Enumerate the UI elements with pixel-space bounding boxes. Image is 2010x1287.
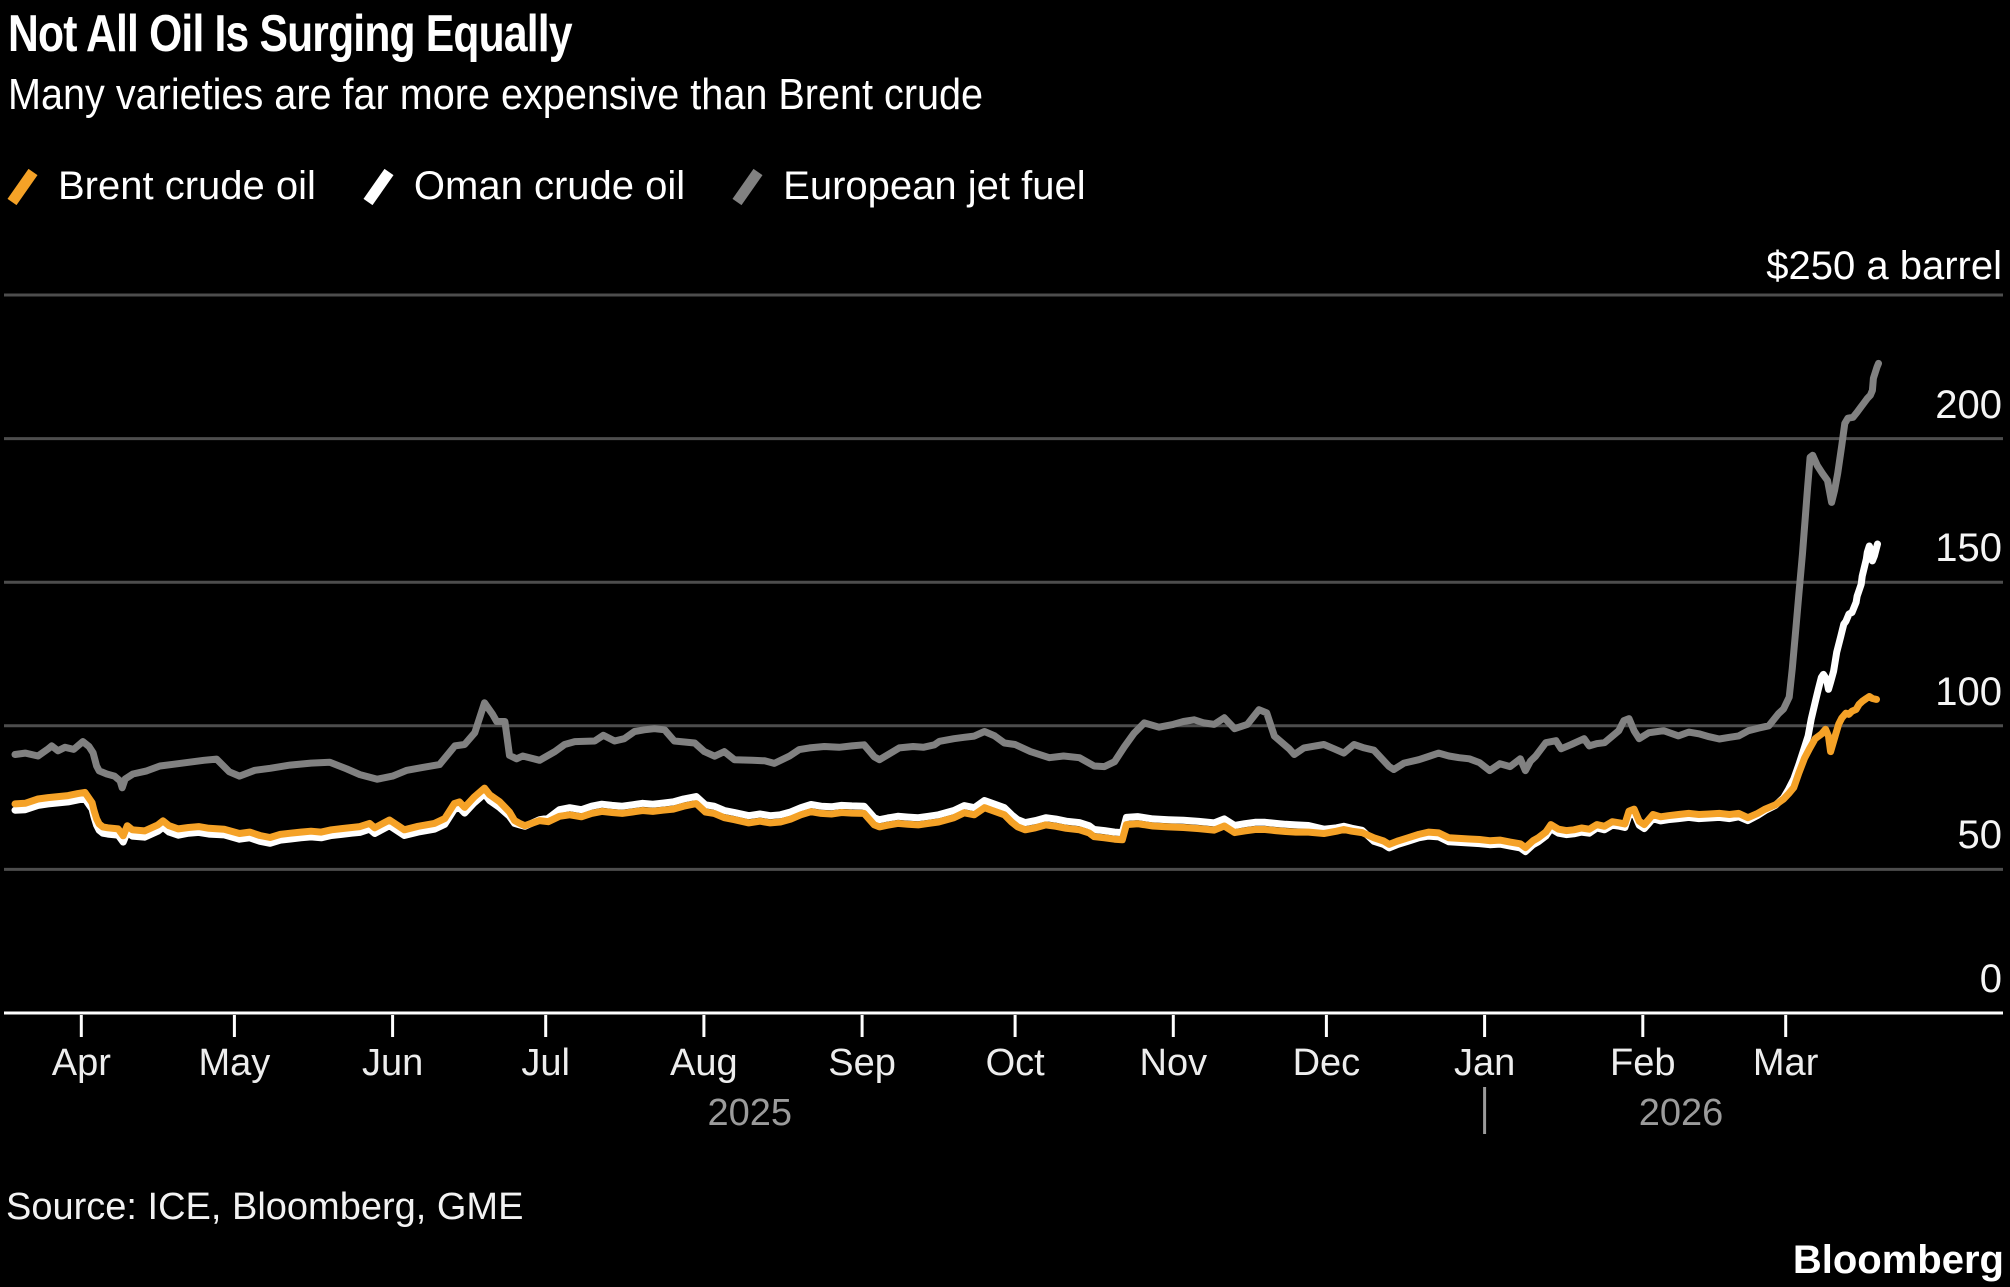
page-title: Not All Oil Is Surging Equally — [8, 5, 573, 63]
y-axis-label-150: 150 — [1935, 526, 2002, 571]
x-axis-label-Jun: Jun — [361, 1042, 424, 1084]
x-axis-label-Jan: Jan — [1453, 1042, 1516, 1084]
x-axis-label-Nov: Nov — [1139, 1042, 1208, 1084]
legend-label-oman: Oman crude oil — [413, 164, 686, 208]
x-axis-label-Feb: Feb — [1610, 1042, 1676, 1084]
x-axis-year-label-2026: 2026 — [1638, 1092, 1724, 1134]
legend-label-brent: Brent crude oil — [58, 164, 316, 208]
page-subtitle: Many varieties are far more expensive th… — [8, 70, 984, 119]
source-note: Source: ICE, Bloomberg, GME — [6, 1186, 524, 1228]
legend-item-brent: Brent crude oil — [6, 164, 316, 209]
oman-slash-icon — [363, 168, 394, 205]
x-axis-label-Sep: Sep — [828, 1042, 896, 1084]
y-axis-label-0: 0 — [1979, 957, 2002, 1001]
series-line-brent-crude-oil — [11, 693, 1880, 852]
legend-label-jet-fuel: European jet fuel — [783, 164, 1086, 208]
x-axis-label-Apr: Apr — [51, 1042, 111, 1084]
series-line-european-jet-fuel — [11, 359, 1882, 792]
x-axis-label-May: May — [198, 1042, 271, 1084]
bloomberg-logo: Bloomberg — [1792, 1238, 2004, 1282]
y-axis-label-50: 50 — [1957, 813, 2003, 858]
y-axis-label-100: 100 — [1935, 669, 2002, 714]
x-axis-label-Dec: Dec — [1292, 1042, 1361, 1084]
y-axis-label-200: 200 — [1935, 382, 2002, 427]
x-axis-label-Oct: Oct — [985, 1042, 1045, 1084]
x-axis-label-Mar: Mar — [1752, 1042, 1819, 1084]
x-axis-year-label-2025: 2025 — [707, 1092, 793, 1134]
jet-fuel-slash-icon — [732, 168, 763, 205]
legend-item-oman: Oman crude oil — [362, 164, 685, 209]
y-axis-unit-label: $250 a barrel — [1766, 244, 2002, 288]
brent-slash-icon — [7, 168, 38, 205]
series-line-oman-crude-oil — [11, 540, 1881, 856]
x-axis-label-Aug: Aug — [670, 1042, 738, 1084]
x-axis-label-Jul: Jul — [521, 1042, 570, 1084]
legend-item-jet-fuel: European jet fuel — [731, 164, 1086, 209]
legend: Brent crude oil Oman crude oil European … — [6, 164, 1086, 209]
